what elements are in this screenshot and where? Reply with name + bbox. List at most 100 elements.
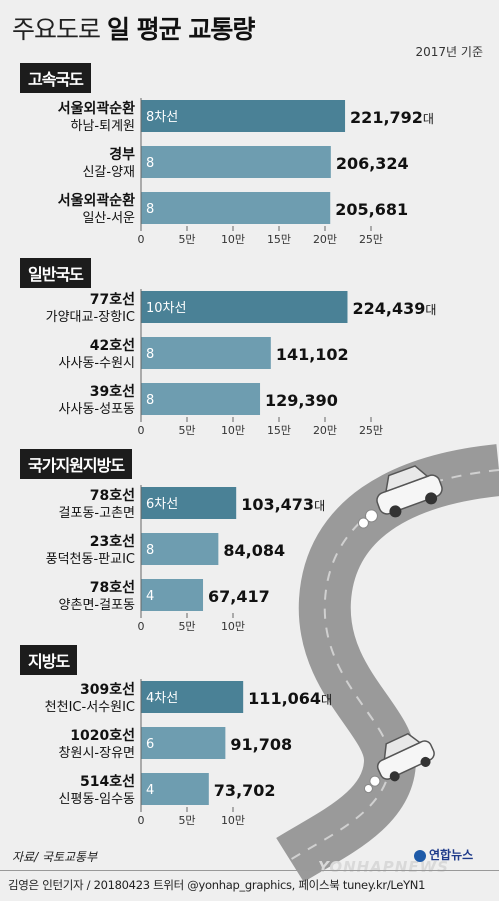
title-bold: 일 평균 교통량: [106, 15, 255, 44]
bar-lane-label: 6: [146, 737, 154, 752]
bar: [141, 487, 237, 519]
tick-label: 5만: [178, 424, 195, 437]
bar-lane-label: 8차선: [146, 110, 178, 125]
value-label: 67,417: [208, 587, 270, 606]
tick-label: 10만: [221, 620, 245, 633]
bar-lane-label: 8: [146, 543, 154, 558]
bar: [141, 533, 219, 565]
bar-lane-label: 4: [146, 783, 154, 798]
category-label-sub: 창원시-장유면: [59, 746, 135, 761]
tick-label: 10만: [221, 233, 245, 246]
category-label-sub: 사사동-성포동: [59, 402, 135, 417]
bar: [141, 192, 331, 224]
category-label-main: 서울외곽순환: [58, 192, 135, 209]
category-label-main: 39호선: [90, 384, 135, 400]
value-label: 73,702: [214, 781, 276, 800]
tick-label: 10만: [221, 814, 245, 827]
section-label-local-road: 지방도: [20, 645, 78, 675]
value-label: 111,064대: [248, 689, 332, 708]
bar-lane-label: 8: [146, 393, 154, 408]
bar: [141, 579, 204, 611]
logo-icon: [414, 849, 426, 862]
bar-lane-label: 8: [146, 156, 154, 171]
watermark: YONHAPNEWS: [318, 858, 449, 876]
tick-label: 25만: [359, 233, 383, 246]
value-label: 84,084: [223, 541, 285, 560]
source-note: 자료/ 국토교통부: [12, 850, 98, 864]
section-label-national-road: 일반국도: [20, 258, 91, 288]
category-label-main: 78호선: [90, 488, 135, 504]
bar: [141, 337, 271, 369]
car-icon-1: [357, 465, 443, 529]
bar: [141, 727, 226, 759]
category-label-main: 42호선: [90, 338, 135, 354]
category-label-main: 78호선: [90, 580, 135, 596]
tick-label: 20만: [313, 233, 337, 246]
bar-lane-label: 10차선: [146, 301, 186, 316]
category-label-main: 1020호선: [70, 728, 135, 744]
tick-label: 25만: [359, 424, 383, 437]
category-label-sub: 풍덕천동-판교IC: [46, 552, 135, 567]
tick-label: 5만: [178, 233, 195, 246]
tick-label: 0: [138, 233, 145, 246]
bar-lane-label: 6차선: [146, 497, 178, 512]
car-icon-2: [363, 732, 435, 794]
category-label-sub: 하남-퇴계원: [71, 119, 136, 134]
category-label-sub: 신평동-임수동: [59, 792, 135, 807]
tick-label: 5만: [178, 814, 195, 827]
bar: [141, 100, 346, 132]
category-label-sub: 사사동-수원시: [59, 356, 135, 371]
tick-label: 10만: [221, 424, 245, 437]
tick-label: 0: [138, 424, 145, 437]
chart-title: 주요도로 일 평균 교통량: [12, 10, 255, 46]
value-unit: 대: [423, 112, 434, 126]
category-label-main: 77호선: [90, 292, 135, 308]
tick-label: 15만: [267, 424, 291, 437]
section-label-state-supported-road: 국가지원지방도: [20, 449, 133, 479]
bar-lane-label: 4: [146, 589, 154, 604]
section-label-expressway: 고속국도: [20, 63, 91, 93]
tick-label: 0: [138, 620, 145, 633]
value-label: 206,324: [336, 154, 409, 173]
value-label: 91,708: [230, 735, 292, 754]
bar: [141, 773, 209, 805]
category-label-main: 309호선: [80, 682, 135, 698]
title-light: 주요도로: [12, 15, 101, 44]
category-label-sub: 가양대교-장항IC: [46, 310, 135, 325]
credit-line: 김영은 인턴기자 / 20180423 트위터 @yonhap_graphics…: [8, 878, 426, 892]
basis-note: 2017년 기준: [415, 45, 483, 59]
tick-label: 15만: [267, 233, 291, 246]
bar-lane-label: 8: [146, 202, 154, 217]
bar-lane-label: 4차선: [146, 691, 178, 706]
tick-label: 0: [138, 814, 145, 827]
footer-divider: [0, 870, 499, 871]
tick-label: 5만: [178, 620, 195, 633]
category-label-main: 경부: [109, 146, 135, 163]
category-label-sub: 천천IC-서수원IC: [45, 700, 135, 715]
bar: [141, 146, 331, 178]
category-label-sub: 양촌면-걸포동: [59, 598, 135, 613]
value-label: 103,473대: [241, 495, 325, 514]
value-unit: 대: [314, 499, 325, 513]
category-label-sub: 일산-서운: [82, 211, 135, 226]
bar: [141, 681, 244, 713]
category-label-main: 23호선: [90, 534, 135, 550]
logo-text: 연합뉴스: [429, 848, 474, 862]
value-label: 141,102: [276, 345, 349, 364]
yonhap-logo: 연합뉴스: [414, 846, 473, 863]
value-unit: 대: [425, 303, 436, 317]
bar: [141, 291, 348, 323]
value-label: 129,390: [265, 391, 338, 410]
value-label: 205,681: [335, 200, 408, 219]
bar-lane-label: 8: [146, 347, 154, 362]
bar: [141, 383, 261, 415]
category-label-main: 서울외곽순환: [58, 100, 135, 117]
value-label: 224,439대: [352, 299, 436, 318]
tick-label: 20만: [313, 424, 337, 437]
category-label-main: 514호선: [80, 774, 135, 790]
value-unit: 대: [321, 693, 332, 707]
value-label: 221,792대: [350, 108, 434, 127]
category-label-sub: 신갈-양재: [82, 165, 135, 180]
